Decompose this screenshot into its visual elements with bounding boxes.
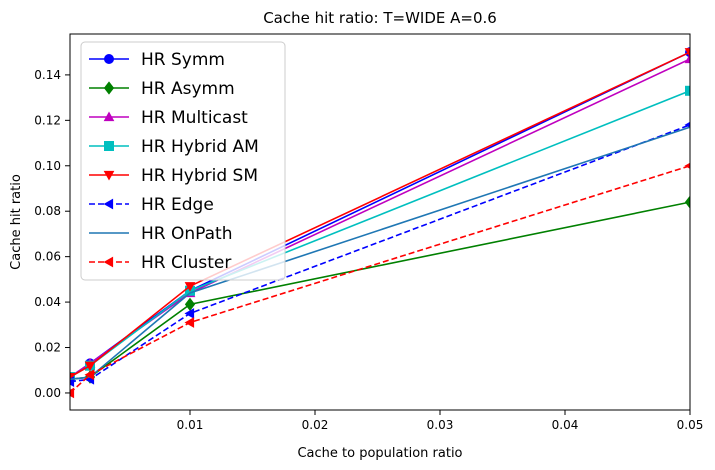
plot-frame bbox=[69, 33, 691, 411]
data-point bbox=[684, 195, 690, 209]
legend-entry: HR Hybrid AM bbox=[89, 137, 259, 157]
legend-entry: HR Multicast bbox=[89, 108, 248, 128]
legend-entry: HR Hybrid SM bbox=[89, 166, 258, 186]
legend-entry: HR Asymm bbox=[89, 79, 235, 99]
x-tick-label: 0.01 bbox=[177, 418, 204, 432]
legend-label: HR Cluster bbox=[141, 253, 231, 273]
legend-entry: HR Edge bbox=[89, 195, 214, 215]
series-hr-onpath bbox=[70, 126, 690, 381]
x-tick-label: 0.05 bbox=[677, 418, 704, 432]
data-point bbox=[70, 387, 75, 399]
x-axis: 0.01 0.02 0.03 0.04 0.05 bbox=[177, 410, 704, 432]
legend-marker bbox=[104, 141, 114, 151]
legend-marker bbox=[103, 170, 115, 181]
data-point bbox=[684, 53, 690, 64]
legend-label: HR Multicast bbox=[141, 108, 248, 128]
legend: HR Symm HR Asymm HR Multicast HR Hybrid AM H… bbox=[80, 41, 286, 281]
legend-entry: HR Symm bbox=[89, 50, 225, 70]
y-tick-label: 0.12 bbox=[34, 113, 61, 127]
y-axis: 0.00 0.02 0.04 0.06 0.08 0.10 0.12 0.14 bbox=[34, 68, 70, 400]
data-point bbox=[84, 361, 96, 372]
legend-marker bbox=[103, 198, 114, 210]
data-point bbox=[184, 297, 196, 312]
series-line bbox=[70, 165, 690, 394]
y-tick-label: 0.08 bbox=[34, 204, 61, 218]
chart-title: Cache hit ratio: T=WIDE A=0.6 bbox=[263, 9, 497, 27]
data-point bbox=[184, 282, 196, 292]
legend-entry: HR Cluster bbox=[89, 253, 231, 273]
legend-entry: HR OnPath bbox=[89, 224, 233, 244]
data-point bbox=[684, 48, 690, 58]
legend-label: HR Asymm bbox=[141, 79, 235, 99]
plot-area bbox=[70, 47, 690, 399]
data-point bbox=[184, 308, 195, 319]
x-tick-label: 0.04 bbox=[552, 418, 579, 432]
legend-label: HR Edge bbox=[141, 195, 214, 215]
x-axis-label: Cache to population ratio bbox=[297, 446, 462, 461]
y-axis-label: Cache hit ratio bbox=[9, 174, 24, 270]
y-tick-label: 0.02 bbox=[34, 341, 61, 355]
series-line bbox=[70, 124, 690, 383]
data-point bbox=[685, 85, 690, 96]
legend-marker bbox=[104, 54, 114, 64]
y-tick-label: 0.00 bbox=[34, 386, 61, 400]
x-tick-label: 0.02 bbox=[302, 418, 329, 432]
legend-label: HR OnPath bbox=[141, 224, 233, 244]
x-tick-label: 0.03 bbox=[427, 418, 454, 432]
legend-marker bbox=[103, 256, 114, 268]
legend-marker bbox=[103, 111, 115, 122]
y-tick-label: 0.10 bbox=[34, 159, 61, 173]
legend-label: HR Hybrid SM bbox=[141, 166, 258, 186]
series-layer bbox=[70, 47, 690, 399]
series-line bbox=[70, 51, 690, 378]
y-tick-label: 0.04 bbox=[34, 295, 61, 309]
y-tick-label: 0.06 bbox=[34, 250, 61, 264]
legend-label: HR Hybrid AM bbox=[141, 137, 259, 157]
legend-box bbox=[80, 41, 286, 281]
series-line bbox=[70, 126, 690, 381]
data-point bbox=[184, 317, 195, 328]
y-tick-label: 0.14 bbox=[34, 68, 61, 82]
legend-label: HR Symm bbox=[141, 50, 225, 70]
data-point bbox=[84, 369, 95, 381]
legend-marker bbox=[103, 81, 115, 95]
